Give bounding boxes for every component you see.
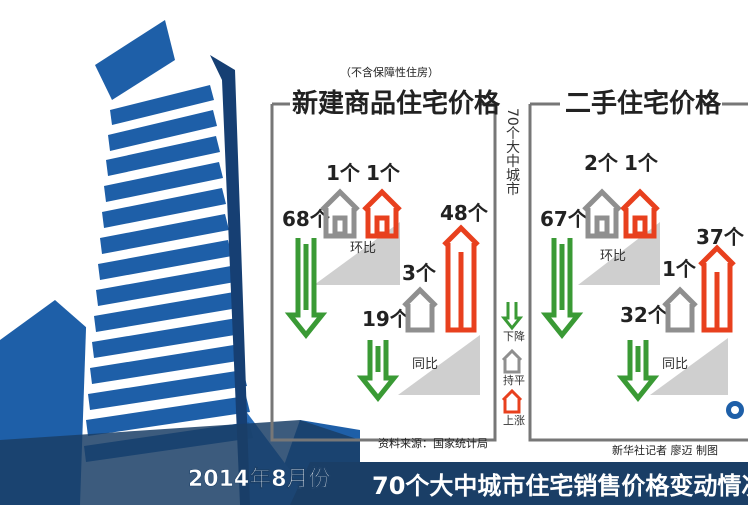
yoy-triangle bbox=[650, 338, 728, 395]
new-homes-panel: （不含保障性住房） 新建商品住宅价格 环比 68个 1个 1个 同比 19个 bbox=[270, 65, 501, 450]
house-flat-icon bbox=[501, 348, 523, 374]
yoy-flat-count: 1个 bbox=[662, 257, 697, 281]
yoy-label: 同比 bbox=[412, 357, 438, 372]
mom-up-count: 1个 bbox=[366, 161, 401, 185]
legend-down: 下降 bbox=[503, 329, 525, 343]
mom-label: 环比 bbox=[600, 249, 626, 264]
legend-up: 上涨 bbox=[503, 414, 525, 427]
down-arrow-icon bbox=[500, 302, 524, 331]
down-arrow-icon bbox=[356, 340, 400, 403]
down-arrow-icon bbox=[284, 238, 328, 340]
yoy-up-count: 48个 bbox=[440, 201, 489, 225]
panel-note: （不含保障性住房） bbox=[340, 65, 439, 79]
yoy-down-count: 19个 bbox=[362, 307, 411, 331]
mom-up-count: 1个 bbox=[624, 151, 659, 175]
yoy-triangle bbox=[398, 335, 480, 395]
house-up-icon bbox=[501, 388, 523, 414]
legend: 70个大中城市 下降 持平 上涨 bbox=[500, 108, 525, 427]
panel-title: 二手住宅价格 bbox=[565, 88, 722, 119]
legend-flat: 持平 bbox=[503, 373, 525, 387]
house-flat-icon bbox=[402, 286, 438, 333]
credit-note: 新华社记者 廖迈 制图 bbox=[612, 443, 718, 457]
source-note: 资料来源：国家统计局 bbox=[378, 436, 488, 450]
panel-title: 新建商品住宅价格 bbox=[292, 88, 501, 119]
building-illustration bbox=[0, 20, 360, 505]
xinhua-logo-icon bbox=[726, 401, 744, 419]
second-hand-panel: 二手住宅价格 环比 67个 2个 1个 同比 32个 bbox=[528, 88, 748, 457]
house-up-icon bbox=[362, 188, 402, 239]
house-flat-icon bbox=[582, 188, 622, 239]
mom-down-count: 68个 bbox=[282, 207, 331, 231]
house-flat-icon bbox=[662, 286, 698, 333]
mom-down-count: 67个 bbox=[540, 207, 589, 231]
mom-label: 环比 bbox=[350, 241, 376, 256]
tall-house-up-icon bbox=[442, 224, 480, 333]
house-flat-icon bbox=[320, 188, 360, 239]
down-arrow-icon bbox=[540, 238, 584, 340]
title-banner: 70个大中城市住宅销售价格变动情况 2014年8月份 bbox=[188, 462, 748, 505]
yoy-label: 同比 bbox=[662, 357, 688, 372]
house-up-icon bbox=[620, 188, 660, 239]
mom-flat-count: 2个 bbox=[584, 151, 619, 175]
down-arrow-icon bbox=[616, 340, 660, 403]
yoy-down-count: 32个 bbox=[620, 303, 669, 327]
yoy-up-count: 37个 bbox=[696, 225, 745, 249]
mom-flat-count: 1个 bbox=[326, 161, 361, 185]
legend-title: 70个大中城市 bbox=[504, 108, 520, 196]
yoy-flat-count: 3个 bbox=[402, 261, 437, 285]
date-label: 2014年8月份 bbox=[188, 466, 332, 492]
tall-house-up-icon bbox=[698, 244, 736, 333]
main-title: 70个大中城市住宅销售价格变动情况 bbox=[372, 472, 748, 500]
